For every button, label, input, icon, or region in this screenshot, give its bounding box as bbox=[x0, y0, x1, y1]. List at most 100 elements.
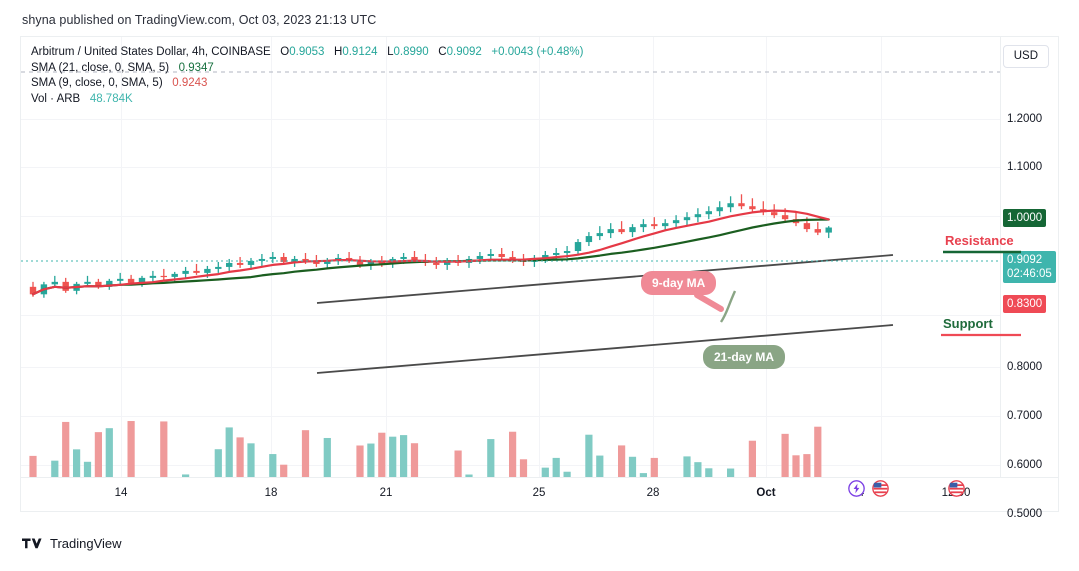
candle-body bbox=[553, 252, 560, 255]
candle-body bbox=[335, 257, 342, 260]
volume-bar bbox=[182, 474, 190, 477]
currency-button[interactable]: USD bbox=[1002, 45, 1049, 68]
volume-bar bbox=[127, 421, 135, 477]
candle-body bbox=[433, 262, 440, 265]
candle-body bbox=[204, 268, 211, 273]
volume-bar bbox=[585, 434, 593, 477]
gridline-horizontal bbox=[21, 167, 1000, 168]
volume-bar bbox=[62, 421, 70, 477]
gridline-horizontal bbox=[21, 119, 1000, 120]
volume-bar bbox=[29, 455, 37, 477]
volume-bar bbox=[301, 430, 310, 477]
gridline-horizontal bbox=[21, 315, 1000, 316]
volume-bar bbox=[247, 443, 255, 477]
x-axis-tick-label: 14 bbox=[114, 487, 128, 499]
volume-bar bbox=[94, 432, 102, 477]
candle-body bbox=[607, 229, 614, 234]
volume-bar bbox=[400, 435, 408, 477]
volume-bar bbox=[519, 459, 528, 477]
candle-body bbox=[803, 223, 811, 230]
gridline-vertical bbox=[653, 37, 654, 477]
support-price-tag: 0.8300 bbox=[1003, 295, 1047, 313]
candle-body bbox=[367, 261, 375, 265]
resistance-price-tag: 1.0000 bbox=[1003, 209, 1047, 227]
chart-svg-canvas bbox=[21, 71, 1000, 477]
publisher-byline: shyna published on TradingView.com, Oct … bbox=[22, 13, 377, 27]
volume-bar bbox=[389, 436, 397, 477]
tradingview-brand-label: TradingView bbox=[50, 536, 122, 551]
candle-body bbox=[117, 278, 124, 281]
volume-bar bbox=[465, 474, 473, 477]
candle-body bbox=[62, 281, 69, 291]
candle-body bbox=[149, 275, 157, 278]
candle-body bbox=[476, 255, 484, 259]
footer: TradingView bbox=[22, 536, 122, 551]
volume-bar bbox=[563, 471, 571, 477]
candle-body bbox=[509, 256, 516, 260]
volume-bar bbox=[378, 432, 386, 477]
candle-body bbox=[487, 253, 494, 256]
candle-body bbox=[662, 223, 669, 227]
volume-bar bbox=[650, 457, 658, 477]
volume-bar bbox=[694, 462, 702, 477]
y-axis-tick-label: 0.8000 bbox=[1007, 361, 1043, 373]
volume-bar bbox=[410, 443, 419, 477]
time-axis[interactable]: 14 18 21 25 28 Oct 4 12:00 bbox=[21, 477, 1058, 511]
volume-bar bbox=[356, 445, 364, 477]
candle-body bbox=[160, 275, 167, 278]
resistance-level-label: Resistance bbox=[945, 233, 1014, 248]
volume-bar bbox=[748, 440, 756, 477]
candle-body bbox=[749, 206, 756, 210]
candle-body bbox=[629, 227, 636, 233]
candle-body bbox=[51, 281, 58, 285]
gridline-horizontal bbox=[21, 416, 1000, 417]
candle-body bbox=[585, 236, 593, 243]
candle-body bbox=[411, 256, 418, 260]
candle-body bbox=[727, 203, 734, 208]
lightning-bolt-icon[interactable] bbox=[848, 480, 865, 497]
candle-body bbox=[400, 256, 407, 259]
candle-body bbox=[313, 260, 320, 264]
x-axis-tick-label: 21 bbox=[379, 487, 393, 499]
candle-body bbox=[226, 262, 233, 267]
us-flag-icon[interactable] bbox=[948, 480, 965, 497]
candle-body bbox=[640, 224, 647, 228]
candle-body bbox=[182, 270, 189, 274]
current-price-value: 0.9092 bbox=[1007, 254, 1043, 266]
x-axis-tick-label: 28 bbox=[646, 487, 660, 499]
support-level-label: Support bbox=[943, 316, 993, 331]
candle-body bbox=[324, 259, 331, 264]
candle-body bbox=[356, 260, 364, 265]
candle-body bbox=[498, 253, 505, 257]
us-flag-icon[interactable] bbox=[872, 480, 889, 497]
volume-bar bbox=[160, 421, 168, 477]
candle-body bbox=[542, 254, 549, 258]
gridline-vertical bbox=[386, 37, 387, 477]
volume-bar bbox=[269, 454, 277, 477]
candle-body bbox=[95, 281, 102, 287]
candle-body bbox=[618, 229, 625, 233]
candle-body bbox=[825, 227, 832, 233]
ma21-callout-pointer bbox=[720, 290, 737, 323]
volume-bar bbox=[683, 456, 691, 477]
volume-bar bbox=[280, 464, 288, 477]
volume-bar bbox=[705, 468, 713, 477]
candle-body bbox=[683, 217, 691, 221]
volume-bar bbox=[509, 431, 517, 477]
chart-container[interactable]: 9-day MA 21-day MA Arbitrum / United Sta… bbox=[20, 36, 1059, 520]
price-axis[interactable]: USD 1.2000 1.1000 0.8000 0.7000 0.6000 0… bbox=[1000, 37, 1059, 520]
volume-bar bbox=[323, 437, 331, 477]
candle-body bbox=[444, 260, 451, 265]
gridline-vertical bbox=[539, 37, 540, 477]
ma21-annotation-callout: 21-day MA bbox=[703, 345, 786, 369]
chart-plot-area[interactable]: 9-day MA 21-day MA bbox=[21, 37, 1000, 477]
volume-bar bbox=[596, 455, 604, 477]
gridline-vertical bbox=[766, 37, 767, 477]
candle-body bbox=[596, 233, 603, 237]
x-axis-tick-label: 18 bbox=[264, 487, 278, 499]
candle-body bbox=[716, 207, 723, 212]
volume-bar bbox=[367, 443, 375, 477]
volume-bar bbox=[51, 460, 59, 477]
candle-body bbox=[171, 273, 178, 277]
y-axis-tick-label: 1.1000 bbox=[1007, 161, 1043, 173]
